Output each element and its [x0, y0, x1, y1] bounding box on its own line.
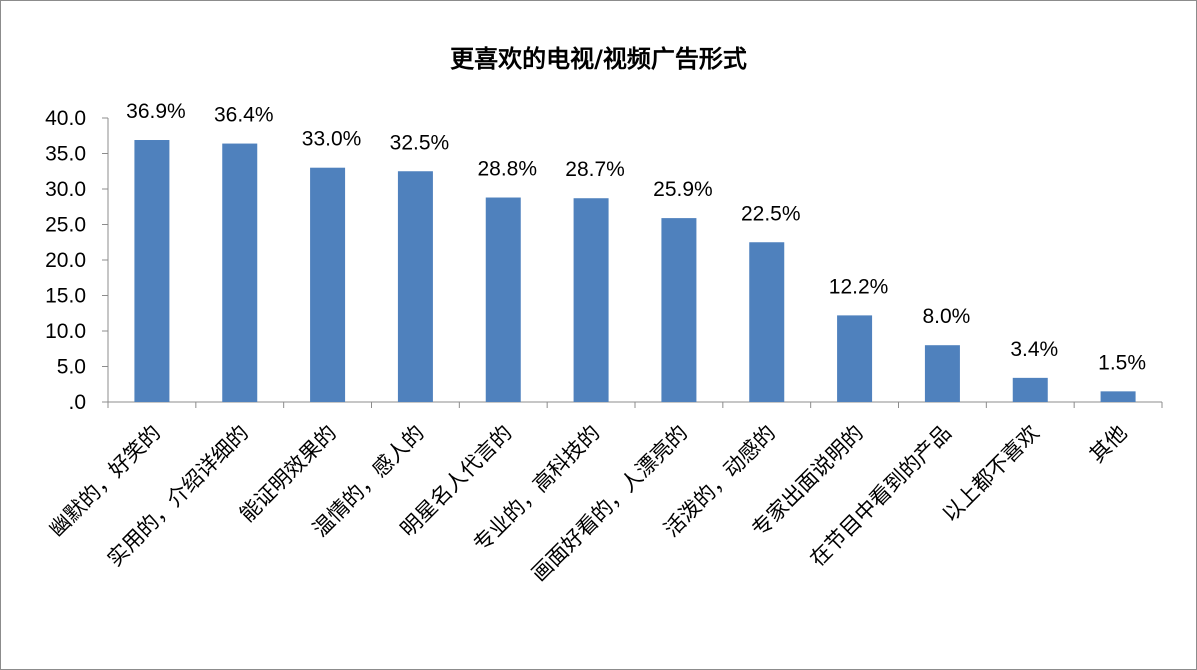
bar: [134, 140, 170, 402]
bar: [1100, 391, 1136, 402]
category-label: 其他: [1085, 421, 1132, 468]
data-label: 12.2%: [829, 275, 889, 298]
bar: [573, 198, 609, 402]
bar: [222, 143, 258, 402]
chart-title: 更喜欢的电视/视频广告形式: [450, 45, 747, 73]
data-label: 36.4%: [214, 104, 274, 127]
data-label: 28.8%: [477, 158, 537, 181]
y-tick-label: 20.0: [45, 249, 86, 272]
data-label: 36.9%: [126, 100, 186, 123]
bar: [1012, 377, 1048, 402]
data-label: 3.4%: [1010, 338, 1058, 361]
y-tick-label: .0: [68, 391, 86, 414]
bar: [310, 167, 346, 402]
bar: [485, 197, 521, 402]
data-label: 28.7%: [565, 158, 625, 181]
data-label: 25.9%: [653, 178, 713, 201]
data-label: 22.5%: [741, 202, 801, 225]
bar: [924, 345, 960, 402]
y-tick-label: 35.0: [45, 143, 86, 166]
data-label: 32.5%: [390, 131, 450, 154]
y-tick-label: 10.0: [45, 320, 86, 343]
bar: [837, 315, 873, 402]
bar: [661, 218, 697, 402]
bar: [749, 242, 785, 402]
y-tick-label: 15.0: [45, 285, 86, 308]
y-tick-label: 40.0: [45, 107, 86, 130]
category-label: 画面好看的，人漂亮的: [527, 421, 692, 586]
y-tick-label: 30.0: [45, 178, 86, 201]
data-label: 1.5%: [1098, 351, 1146, 374]
data-label: 33.0%: [302, 128, 362, 151]
y-tick-label: 25.0: [45, 214, 86, 237]
bar: [397, 171, 433, 402]
y-tick-label: 5.0: [57, 356, 86, 379]
data-label: 8.0%: [922, 305, 970, 328]
